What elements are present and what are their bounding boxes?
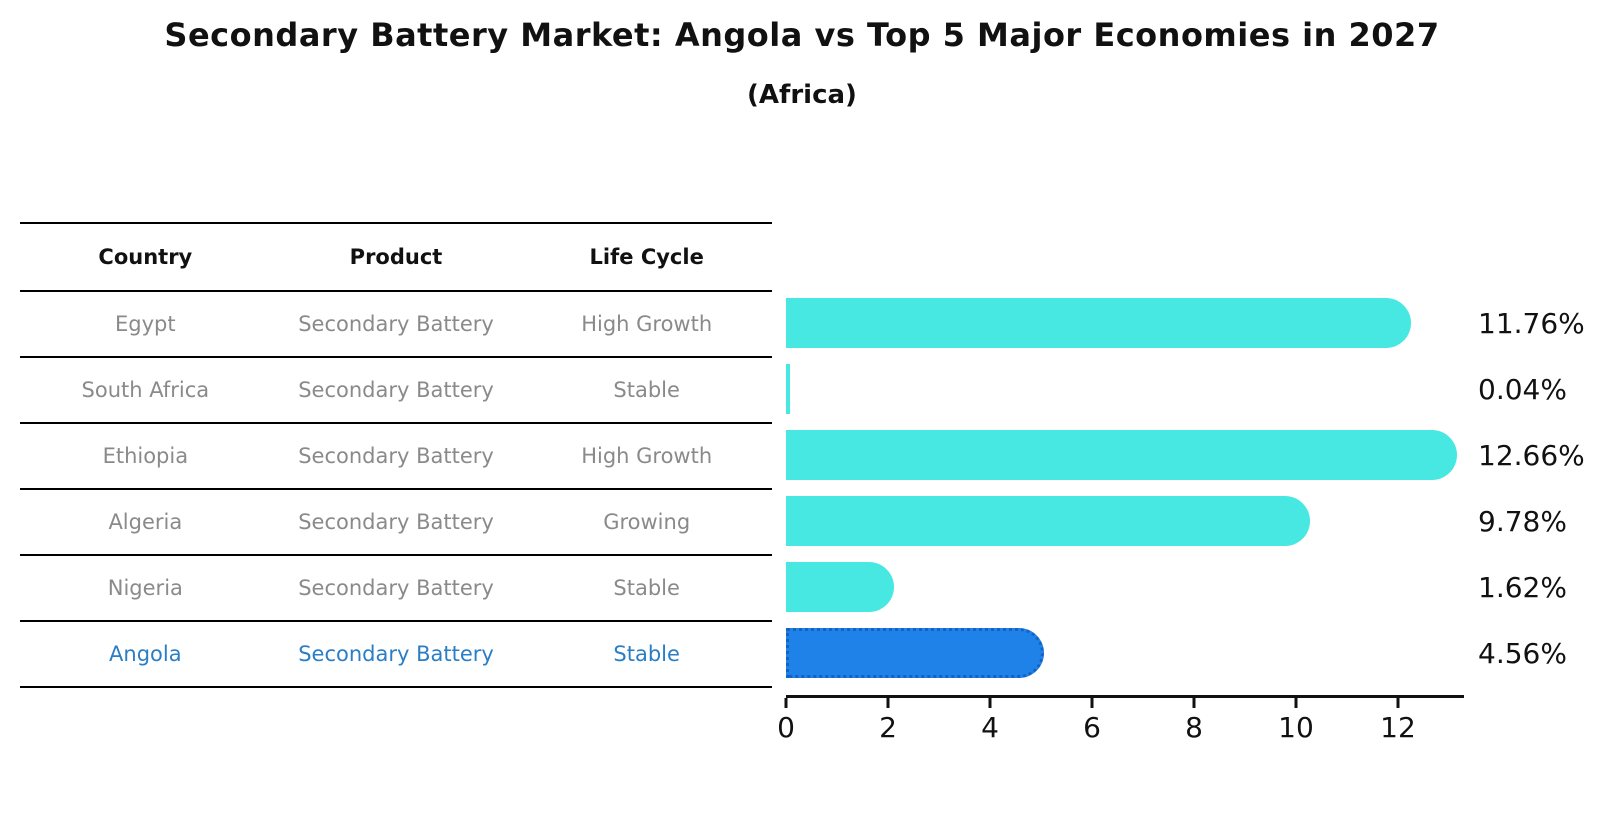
bar — [786, 628, 1044, 678]
bar-row — [786, 356, 1464, 422]
bar — [786, 430, 1457, 480]
table-row: Algeria Secondary Battery Growing — [20, 490, 772, 556]
bar-plot — [786, 290, 1464, 686]
bar — [786, 364, 790, 414]
cell-product: Secondary Battery — [298, 378, 494, 402]
table-body: Egypt Secondary Battery High Growth Sout… — [20, 292, 772, 688]
value-label-column: 11.76% 0.04% 12.66% 9.78% 1.62% 4.56% — [1478, 290, 1585, 686]
cell-life-cycle: Stable — [613, 378, 680, 402]
cell-life-cycle: High Growth — [581, 312, 713, 336]
cell-country: Egypt — [115, 312, 176, 336]
x-axis: 0 2 4 6 8 10 12 — [777, 695, 1464, 745]
table-row: Angola Secondary Battery Stable — [20, 622, 772, 688]
value-label: 1.62% — [1478, 570, 1567, 604]
value-label: 0.04% — [1478, 372, 1567, 406]
value-label: 11.76% — [1478, 306, 1585, 340]
cell-life-cycle: Stable — [613, 576, 680, 600]
tick-mark — [1192, 698, 1196, 708]
cell-product: Secondary Battery — [298, 444, 494, 468]
bar — [786, 496, 1310, 546]
cell-country: Algeria — [108, 510, 183, 534]
table-header-row: Country Product Life Cycle — [20, 222, 772, 292]
chart-subtitle: (Africa) — [747, 80, 857, 110]
table-row: South Africa Secondary Battery Stable — [20, 358, 772, 424]
cell-country: Nigeria — [107, 576, 183, 600]
tick-label: 10 — [1278, 711, 1314, 744]
value-label: 12.66% — [1478, 438, 1585, 472]
bar — [786, 298, 1411, 348]
tick-mark — [1090, 698, 1094, 708]
column-header-country: Country — [98, 245, 193, 269]
cell-product: Secondary Battery — [298, 510, 494, 534]
column-header-product: Product — [349, 245, 443, 269]
table-row: Egypt Secondary Battery High Growth — [20, 292, 772, 358]
tick-label: 4 — [981, 711, 999, 744]
column-header-life-cycle: Life Cycle — [589, 245, 704, 269]
bar-row — [786, 554, 1464, 620]
cell-product: Secondary Battery — [298, 312, 494, 336]
table-row: Ethiopia Secondary Battery High Growth — [20, 424, 772, 490]
tick-label: 8 — [1185, 711, 1203, 744]
value-label: 9.78% — [1478, 504, 1567, 538]
cell-product: Secondary Battery — [298, 642, 494, 666]
table-row: Nigeria Secondary Battery Stable — [20, 556, 772, 622]
bar-row — [786, 290, 1464, 356]
tick-mark — [886, 698, 890, 708]
tick-label: 6 — [1083, 711, 1101, 744]
value-label: 4.56% — [1478, 636, 1567, 670]
bar-row — [786, 422, 1464, 488]
tick-mark — [988, 698, 992, 708]
tick-mark — [1396, 698, 1400, 708]
cell-country: South Africa — [81, 378, 210, 402]
bar-row — [786, 488, 1464, 554]
cell-life-cycle: High Growth — [581, 444, 713, 468]
cell-country: Angola — [109, 642, 182, 666]
cell-life-cycle: Stable — [613, 642, 680, 666]
tick-label: 2 — [879, 711, 897, 744]
cell-product: Secondary Battery — [298, 576, 494, 600]
cell-country: Ethiopia — [102, 444, 189, 468]
tick-label: 12 — [1380, 711, 1416, 744]
bar-row — [786, 620, 1464, 686]
bar — [786, 562, 894, 612]
country-table: Country Product Life Cycle Egypt Seconda… — [20, 222, 772, 688]
tick-label: 0 — [777, 711, 795, 744]
cell-life-cycle: Growing — [603, 510, 691, 534]
chart-title: Secondary Battery Market: Angola vs Top … — [164, 16, 1440, 54]
tick-mark — [1294, 698, 1298, 708]
tick-mark — [784, 698, 788, 708]
x-axis-line — [786, 695, 1464, 698]
